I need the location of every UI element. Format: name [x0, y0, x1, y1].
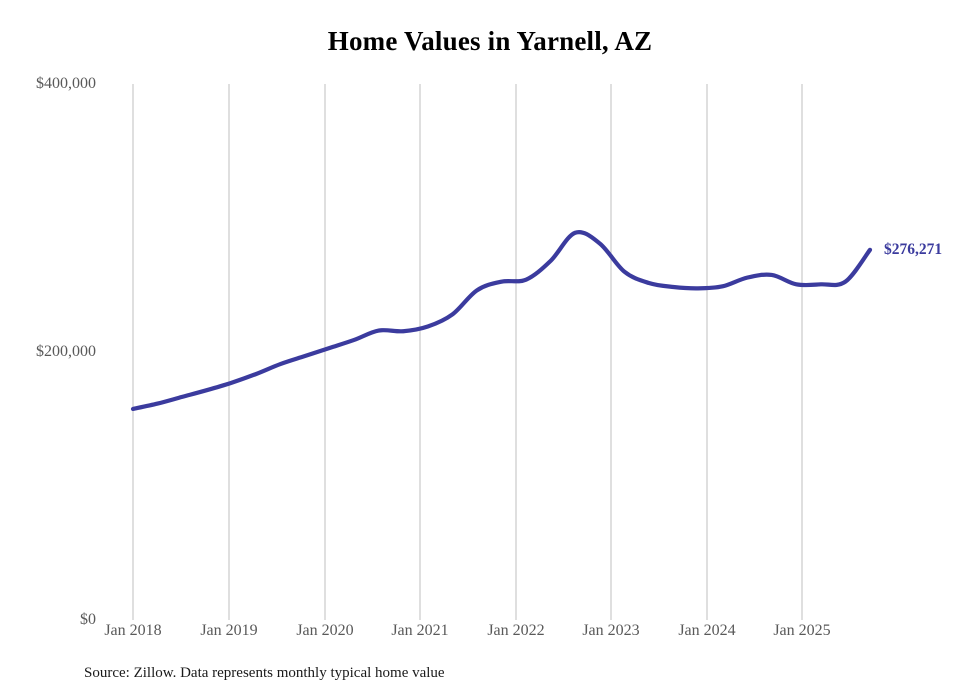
y-axis-tick-0: $0	[80, 611, 96, 628]
gridlines	[132, 84, 803, 620]
series-end-value-label: $276,271	[884, 240, 943, 258]
x-axis-tick-jan-2020: Jan 2020	[296, 622, 354, 639]
x-axis-tick-jan-2023: Jan 2023	[582, 622, 640, 639]
y-axis-tick-200000: $200,000	[36, 343, 96, 360]
x-axis-tick-jan-2019: Jan 2019	[200, 622, 258, 639]
home-value-series-line	[130, 230, 873, 412]
x-axis-tick-jan-2022: Jan 2022	[487, 622, 545, 639]
chart-title: Home Values in Yarnell, AZ	[327, 26, 653, 56]
y-axis-tick-400000: $400,000	[36, 75, 96, 92]
source-note: Source: Zillow. Data represents monthly …	[84, 665, 445, 681]
x-axis-tick-jan-2021: Jan 2021	[391, 622, 449, 639]
x-axis-tick-jan-2018: Jan 2018	[104, 622, 162, 639]
x-axis-tick-jan-2025: Jan 2025	[773, 622, 831, 639]
x-axis-tick-jan-2024: Jan 2024	[678, 622, 736, 639]
